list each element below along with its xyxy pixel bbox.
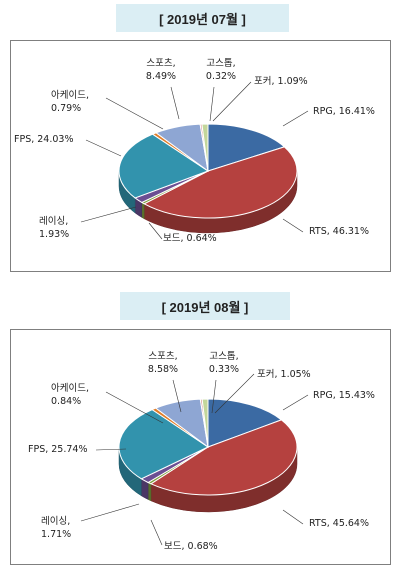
slice-side-board: [147, 482, 152, 502]
slice-rpg: [207, 123, 286, 172]
leader-line: [282, 218, 304, 233]
leader-line: [214, 373, 255, 414]
leader-line: [172, 379, 182, 413]
leader-line: [282, 509, 304, 525]
pie-chart-july: RPG, 16.41% RTS, 46.31% 보드, 0.64% 레이싱, 1.93%…: [14, 58, 375, 244]
leader-line: [212, 81, 252, 122]
data-label-rts: RTS, 45.64%: [309, 518, 369, 529]
data-label-rts: RTS, 46.31%: [309, 226, 369, 237]
leader-line: [209, 86, 215, 122]
data-label-arcade: 아케이드, 0.84%: [51, 383, 89, 407]
data-label-arcade: 아케이드, 0.79%: [51, 90, 89, 114]
chart-panel-july: RPG, 16.41% RTS, 46.31% 보드, 0.64% 레이싱, 1.93%…: [10, 40, 391, 272]
slice-side-board: [141, 201, 145, 220]
data-label-board: 보드, 0.64%: [163, 233, 217, 244]
data-label-fps: FPS, 24.03%: [14, 134, 74, 145]
leader-line: [80, 503, 140, 522]
data-label-sports: 스포츠, 8.58%: [148, 351, 178, 375]
leader-line: [170, 86, 180, 120]
leader-line: [85, 139, 122, 157]
leader-line: [282, 110, 309, 127]
data-label-gostop: 고스톱, 0.33%: [209, 351, 239, 375]
data-label-board: 보드, 0.68%: [164, 541, 218, 552]
chart-panel-august: RPG, 15.43% RTS, 45.64% 보드, 0.68% 레이싱, 1.71%…: [10, 329, 391, 565]
data-label-rpg: RPG, 15.43%: [313, 390, 375, 401]
data-label-sports: 스포츠, 8.49%: [146, 58, 176, 82]
pie-group: RPG, 16.41% RTS, 46.31% 보드, 0.64% 레이싱, 1.93%…: [14, 58, 375, 244]
data-label-racing: 레이싱, 1.71%: [41, 516, 71, 540]
pie-group: RPG, 15.43% RTS, 45.64% 보드, 0.68% 레이싱, 1.71%…: [28, 351, 375, 552]
data-label-poker: 포커, 1.05%: [257, 369, 311, 380]
data-label-fps: FPS, 25.74%: [28, 444, 88, 455]
chart-title-august: [ 2019년 08월 ]: [120, 292, 290, 320]
pie-chart-august: RPG, 15.43% RTS, 45.64% 보드, 0.68% 레이싱, 1.71%…: [28, 351, 375, 552]
data-label-racing: 레이싱, 1.93%: [39, 216, 69, 240]
slice-rts: [143, 146, 298, 219]
leader-line: [80, 206, 137, 223]
leader-line: [95, 448, 127, 451]
slice-rpg: [207, 398, 283, 448]
data-label-poker: 포커, 1.09%: [254, 76, 308, 87]
slice-rts: [149, 419, 298, 496]
data-label-rpg: RPG, 16.41%: [313, 106, 375, 117]
leader-line: [105, 97, 164, 130]
slice-poker: [201, 398, 209, 448]
leader-line: [282, 394, 309, 411]
leader-line: [150, 519, 163, 546]
leader-line: [211, 379, 217, 414]
leader-line: [148, 222, 163, 240]
leader-line: [105, 391, 164, 424]
slice-poker: [201, 123, 209, 172]
chart-title-july: [ 2019년 07월 ]: [116, 4, 289, 32]
data-label-gostop: 고스톱, 0.32%: [206, 58, 236, 82]
slice-fps: [118, 133, 210, 199]
slice-fps: [118, 409, 210, 480]
